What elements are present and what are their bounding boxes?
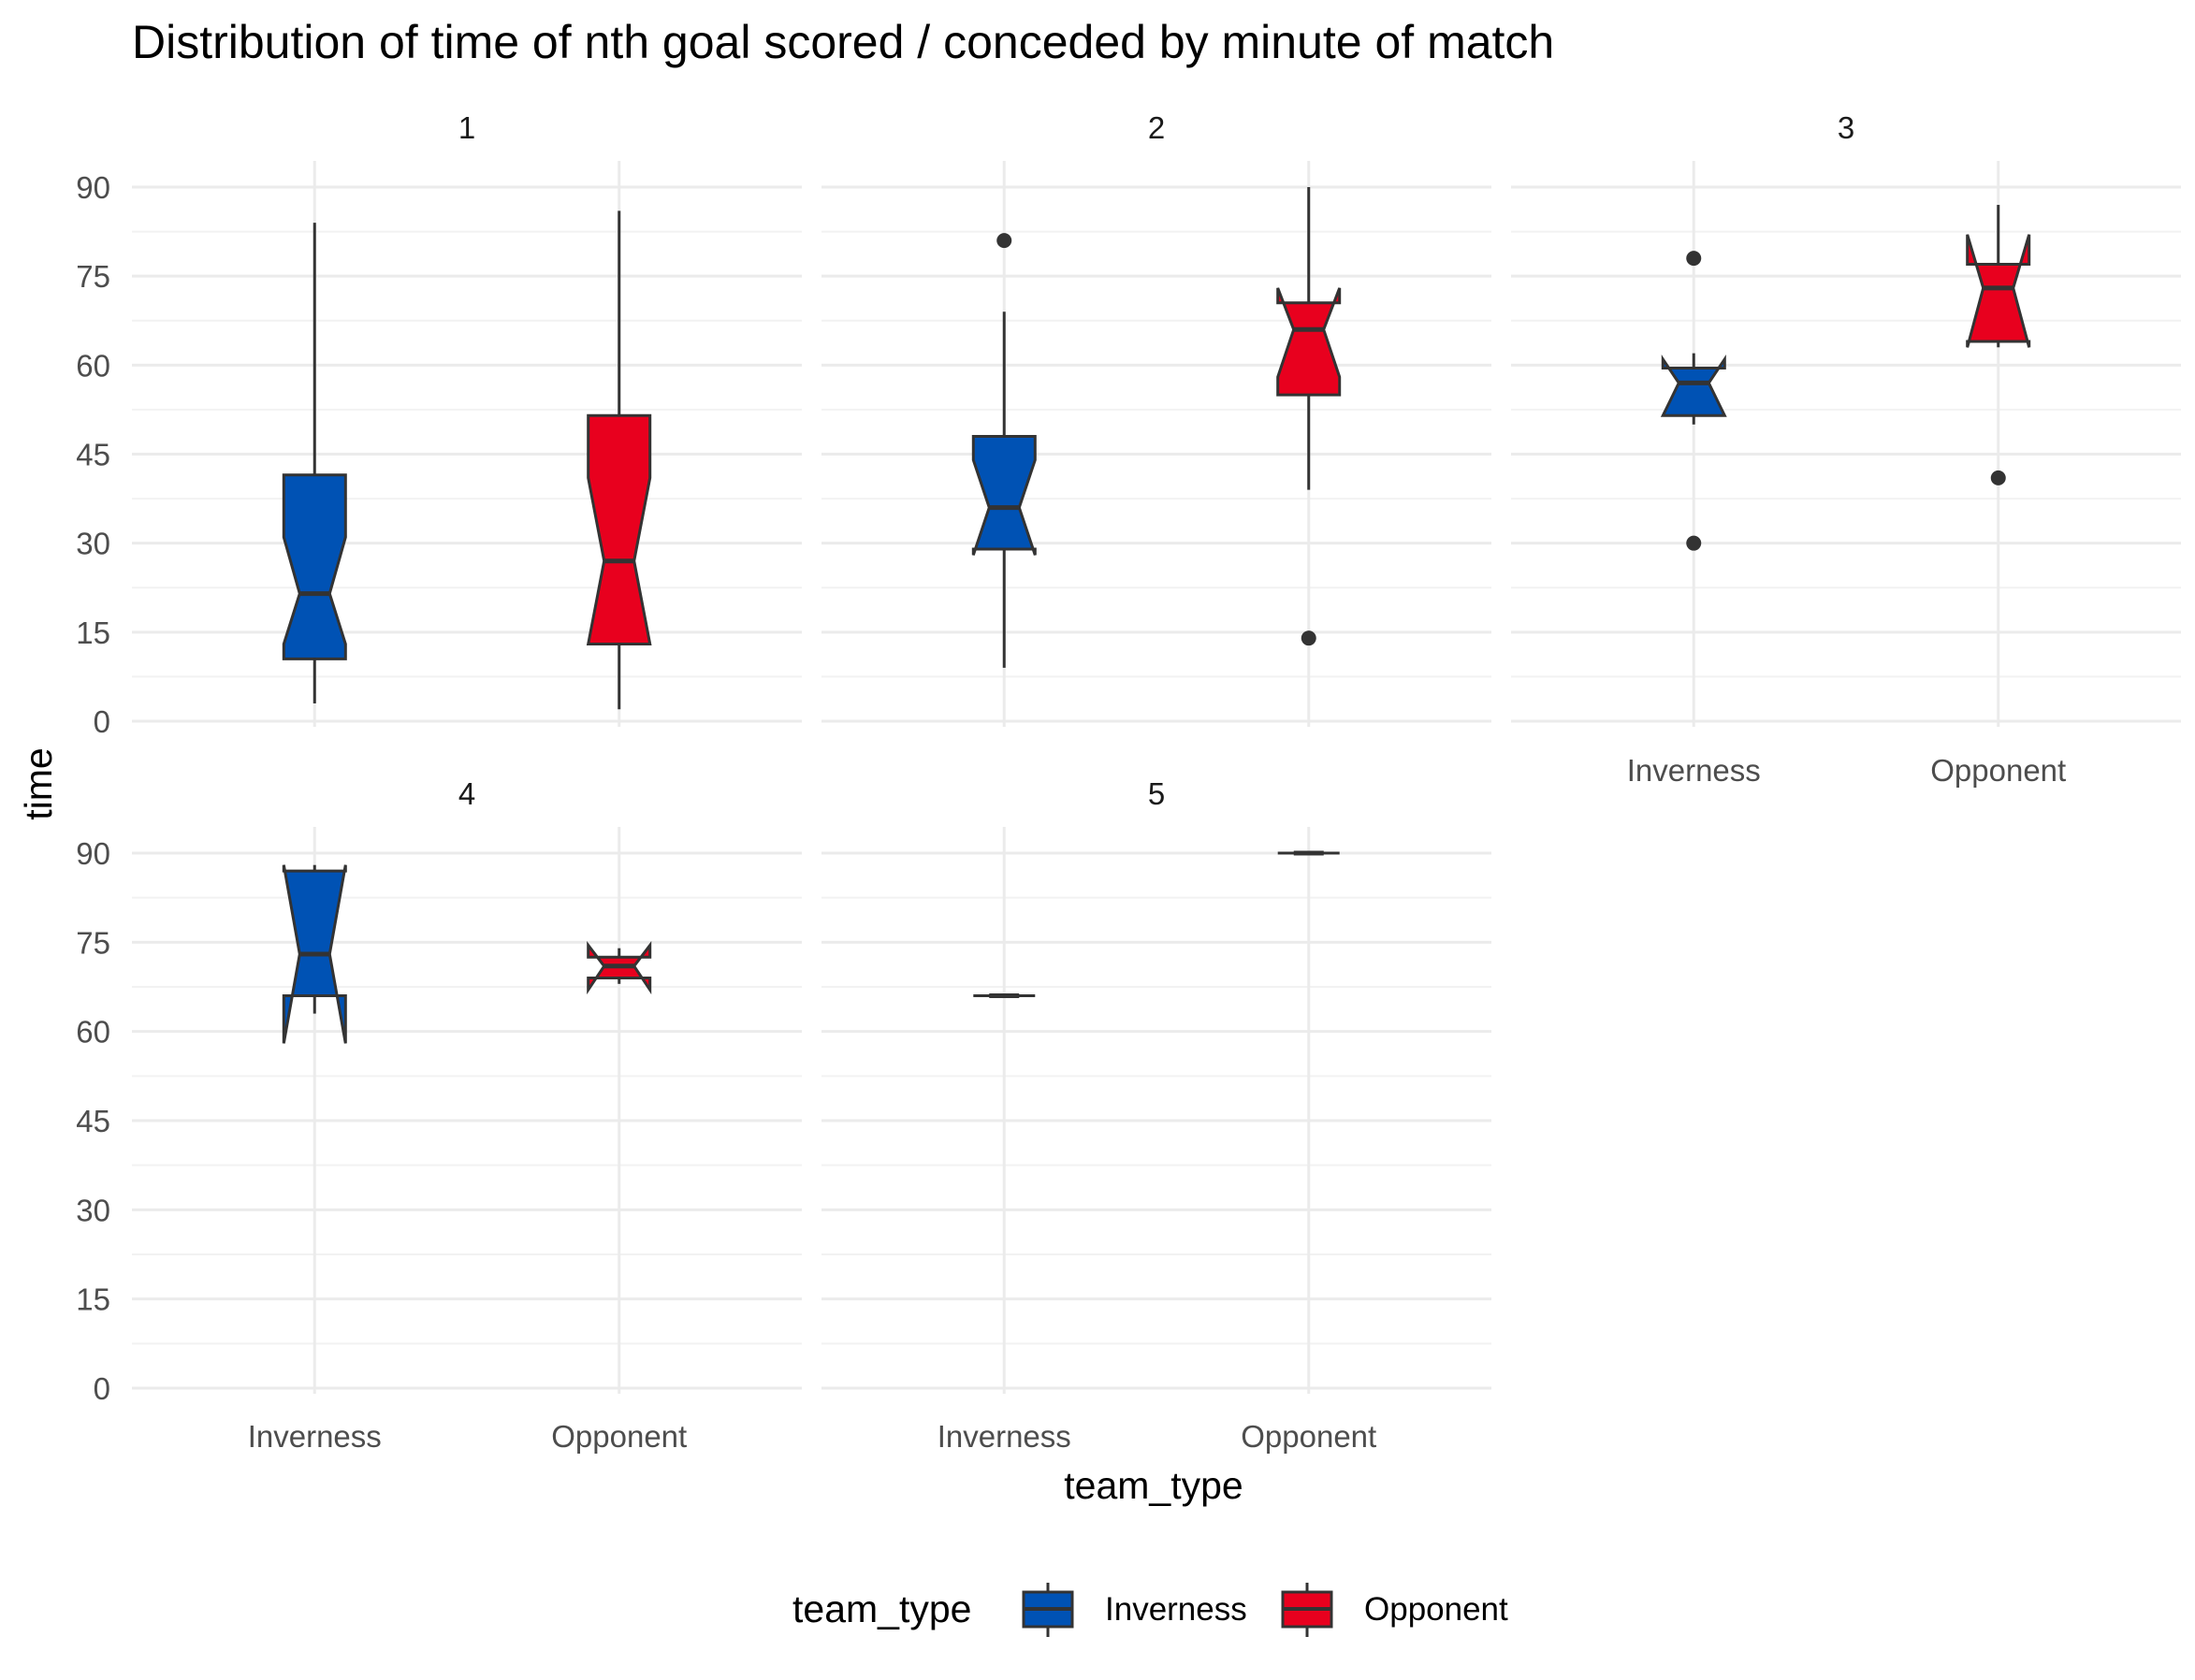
y-tick-label: 90 <box>76 836 110 871</box>
y-tick-label: 60 <box>76 348 110 383</box>
facet-panel-4: 4 0 15 30 45 60 75 90 <box>76 776 802 1406</box>
y-tick-label: 0 <box>94 1371 110 1406</box>
x-tick-label: Opponent <box>1241 1419 1376 1454</box>
x-tick-label: Opponent <box>551 1419 687 1454</box>
x-tick-label: Inverness <box>248 1419 382 1454</box>
box-inverness <box>282 223 347 703</box>
y-tick-label: 0 <box>94 704 110 739</box>
box-body <box>282 473 347 660</box>
outlier-point <box>996 233 1012 249</box>
y-tick-label: 30 <box>76 1193 110 1227</box>
facet-panel-2: 2 <box>821 110 1491 727</box>
legend-item-opponent: Opponent <box>1281 1583 1508 1637</box>
legend-item-inverness: Inverness <box>1022 1583 1247 1637</box>
legend-title: team_type <box>792 1587 971 1630</box>
box-inverness <box>1660 251 1727 551</box>
y-tick-label: 45 <box>76 1104 110 1138</box>
facet-strip-label: 5 <box>1148 776 1165 811</box>
x-tick-label: Opponent <box>1930 753 2066 788</box>
y-tick-label: 75 <box>76 259 110 294</box>
box-opponent <box>1276 187 1342 646</box>
box-body <box>1966 234 2031 348</box>
x-tick-label: Inverness <box>1627 753 1761 788</box>
outlier-point <box>1990 470 2006 485</box>
legend: team_type Inverness Opponent <box>792 1583 1508 1637</box>
y-tick-label: 60 <box>76 1015 110 1050</box>
box-body <box>1276 287 1342 397</box>
outlier-point <box>1301 630 1316 646</box>
box-opponent <box>587 941 652 995</box>
outlier-point <box>1686 535 1702 551</box>
box-inverness <box>971 233 1037 668</box>
box-opponent <box>1966 205 2031 485</box>
facet-panel-5: 5 <box>821 776 1491 1394</box>
facet-strip-label: 4 <box>458 776 475 811</box>
y-tick-label: 15 <box>76 1282 110 1317</box>
y-tick-label: 45 <box>76 438 110 472</box>
y-tick-label: 15 <box>76 616 110 650</box>
chart-title: Distribution of time of nth goal scored … <box>132 16 1554 68</box>
facet-strip-label: 3 <box>1838 110 1854 145</box>
facet-panels: 1 0 15 30 45 60 75 90 2 3 4 0 15 30 45 60 75 90 5 Inverness… <box>76 110 2181 1454</box>
box-opponent <box>586 210 652 710</box>
x-tick-label: Inverness <box>938 1419 1071 1454</box>
legend-item-label: Inverness <box>1105 1591 1247 1628</box>
box-inverness <box>282 864 347 1044</box>
y-axis-title: time <box>17 747 60 819</box>
legend-item-label: Opponent <box>1364 1591 1508 1628</box>
y-tick-label: 30 <box>76 527 110 561</box>
box-body <box>586 413 652 645</box>
facet-strip-label: 1 <box>458 110 475 145</box>
facet-panel-1: 1 0 15 30 45 60 75 90 <box>76 110 802 739</box>
x-axis-title: team_type <box>1064 1464 1243 1507</box>
outlier-point <box>1686 251 1702 267</box>
facet-panel-3: 3 <box>1511 110 2181 727</box>
box-body <box>1660 355 1727 417</box>
facet-strip-label: 2 <box>1148 110 1165 145</box>
box-body <box>971 435 1037 556</box>
y-tick-label: 90 <box>76 170 110 205</box>
y-tick-label: 75 <box>76 925 110 960</box>
